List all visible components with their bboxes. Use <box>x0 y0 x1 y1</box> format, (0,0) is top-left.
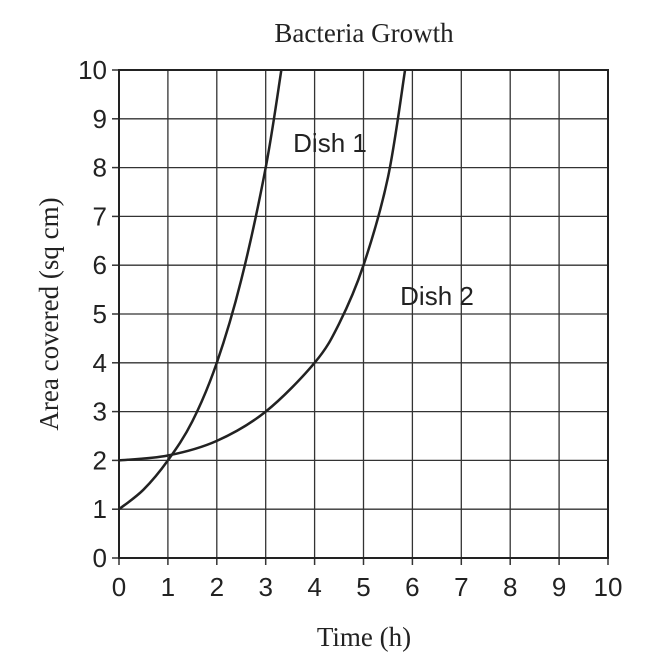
x-tick-label: 2 <box>210 572 224 602</box>
plot-frame <box>118 69 609 559</box>
line <box>118 69 407 462</box>
line <box>118 69 283 511</box>
y-tick-label: 9 <box>93 104 107 134</box>
series-label: Dish 1 <box>293 128 367 158</box>
y-tick-label: 6 <box>93 250 107 280</box>
x-tick-label: 0 <box>112 572 126 602</box>
x-tick-label: 6 <box>405 572 419 602</box>
chart-title: Bacteria Growth <box>274 18 454 48</box>
x-tick-label: 7 <box>454 572 468 602</box>
y-tick-label: 2 <box>93 445 107 475</box>
y-tick-label: 10 <box>78 55 107 85</box>
y-tick-label: 5 <box>93 299 107 329</box>
y-tick-label: 8 <box>93 153 107 183</box>
x-tick-label: 8 <box>503 572 517 602</box>
x-tick-label: 10 <box>594 572 623 602</box>
y-axis-label: Area covered (sq cm) <box>34 197 64 430</box>
y-tick-label: 0 <box>93 543 107 573</box>
x-tick-label: 1 <box>161 572 175 602</box>
x-tick-label: 4 <box>307 572 321 602</box>
y-tick-label: 1 <box>93 494 107 524</box>
x-tick-label: 3 <box>258 572 272 602</box>
x-tick-label: 9 <box>552 572 566 602</box>
y-tick-label: 4 <box>93 348 107 378</box>
y-tick-label: 3 <box>93 397 107 427</box>
y-tick-label: 7 <box>93 201 107 231</box>
series-label: Dish 2 <box>400 281 474 311</box>
x-tick-label: 5 <box>356 572 370 602</box>
x-axis-label: Time (h) <box>317 622 411 652</box>
